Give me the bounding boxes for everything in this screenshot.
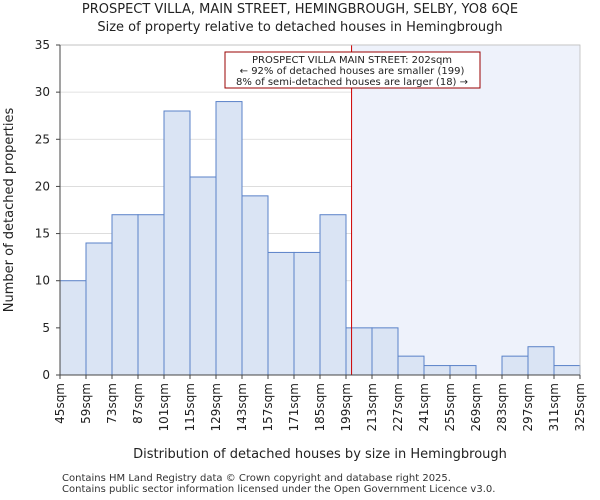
histogram-chart: 0 5 10 15 20 25 30 35 45sqm 59sqm 73sqm 87sqm 101sqm… — [2, 38, 587, 462]
x-tick-label: 297sqm — [521, 383, 535, 431]
x-axis-label: Distribution of detached houses by size … — [133, 447, 507, 462]
chart-subtitle: Size of property relative to detached ho… — [97, 20, 503, 35]
y-tick-label: 25 — [35, 132, 50, 146]
x-tick-label: 227sqm — [391, 383, 405, 431]
x-tick-label: 171sqm — [287, 383, 301, 431]
y-tick-label: 35 — [35, 38, 50, 52]
y-tick-label: 20 — [35, 179, 50, 193]
x-tick-label: 241sqm — [417, 383, 431, 431]
histogram-bar — [345, 327, 373, 376]
x-tick-label: 185sqm — [313, 383, 327, 431]
histogram-bar — [397, 355, 425, 376]
footer-copyright: Contains HM Land Registry data © Crown c… — [62, 473, 451, 484]
x-tick-label: 143sqm — [235, 383, 249, 431]
histogram-bar — [527, 346, 555, 376]
histogram-bar — [163, 110, 191, 376]
larger-size-region — [351, 45, 580, 375]
histogram-bar — [501, 355, 529, 376]
histogram-bar — [293, 251, 321, 376]
x-tick-label: 213sqm — [365, 383, 379, 431]
histogram-bar — [137, 214, 165, 376]
annotation-line-1: PROSPECT VILLA MAIN STREET: 202sqm — [252, 55, 452, 66]
annotation-line-3: 8% of semi-detached houses are larger (1… — [236, 77, 468, 88]
x-tick-label: 311sqm — [547, 383, 561, 431]
histogram-bar — [423, 365, 451, 376]
y-axis-label: Number of detached properties — [2, 108, 17, 313]
x-tick-label: 87sqm — [131, 383, 145, 424]
x-tick-label: 59sqm — [79, 383, 93, 424]
histogram-bar — [189, 176, 217, 376]
annotation-line-2: ← 92% of detached houses are smaller (19… — [240, 66, 465, 77]
x-tick-label: 269sqm — [469, 383, 483, 431]
x-tick-label: 73sqm — [105, 383, 119, 424]
histogram-bar — [553, 365, 581, 376]
y-tick-label: 10 — [35, 274, 50, 288]
x-tick-label: 199sqm — [339, 383, 353, 431]
footer-licence: Contains public sector information licen… — [62, 484, 496, 495]
histogram-bar — [111, 214, 139, 376]
x-tick-label: 157sqm — [261, 383, 275, 431]
y-tick-label: 15 — [35, 227, 50, 241]
annotation-box: PROSPECT VILLA MAIN STREET: 202sqm ← 92%… — [224, 51, 481, 89]
x-tick-label: 45sqm — [53, 383, 67, 424]
histogram-bar — [215, 101, 243, 376]
histogram-bar — [319, 214, 347, 376]
x-tick-label: 115sqm — [183, 383, 197, 431]
histogram-bar — [267, 251, 295, 376]
histogram-bar — [241, 195, 269, 376]
histogram-bar — [371, 327, 399, 376]
annotation-border — [224, 51, 481, 89]
x-tick-label: 129sqm — [209, 383, 223, 431]
y-tick-label: 5 — [42, 321, 50, 335]
x-tick-label: 101sqm — [157, 383, 171, 431]
histogram-bar — [59, 280, 87, 376]
y-tick-label: 0 — [42, 368, 50, 382]
x-tick-label: 325sqm — [573, 383, 587, 431]
histogram-bar — [85, 242, 113, 376]
histogram-bar — [449, 365, 477, 376]
y-tick-label: 30 — [35, 85, 50, 99]
x-tick-label: 255sqm — [443, 383, 457, 431]
x-tick-label: 283sqm — [495, 383, 509, 431]
chart-title: PROSPECT VILLA, MAIN STREET, HEMINGBROUG… — [81, 2, 519, 17]
